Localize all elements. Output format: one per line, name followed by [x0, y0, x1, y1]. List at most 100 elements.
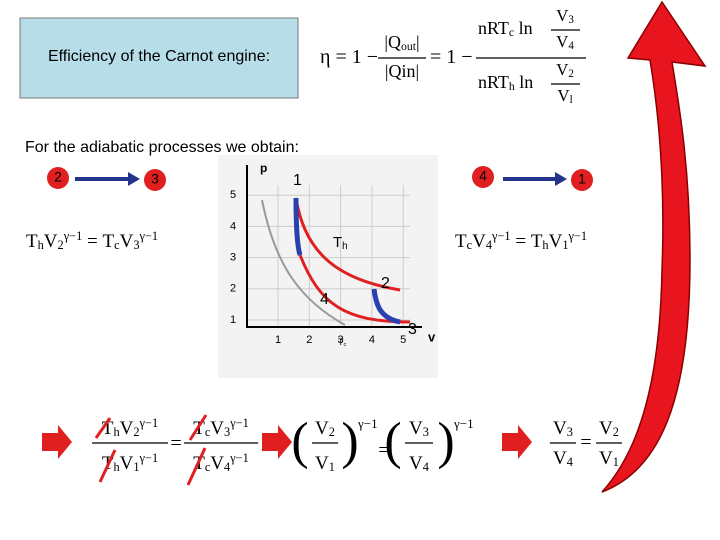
- math-run: TcV4γ−1 = ThV1γ−1: [455, 229, 587, 252]
- math-t: V: [315, 453, 329, 474]
- cold-isotherm: [298, 254, 411, 324]
- math-t: T: [338, 337, 344, 347]
- math-sub: c: [344, 342, 347, 348]
- math-sup: γ−1: [568, 229, 588, 243]
- math-sub: h: [542, 238, 549, 252]
- math-run: nRTh ln: [478, 72, 533, 93]
- math-run: V2: [315, 418, 335, 439]
- math-t: V: [44, 231, 58, 252]
- math-t: T: [333, 234, 342, 251]
- y-tick-label: 3: [230, 252, 236, 264]
- isotherm: [261, 199, 346, 326]
- math-sub: h: [509, 80, 515, 93]
- math-run: Th: [333, 234, 348, 252]
- math-sup: γ−1: [139, 416, 159, 430]
- math-sup: γ−1: [139, 229, 159, 243]
- x-tick-label: 4: [369, 334, 375, 346]
- math-sub: 1: [613, 455, 619, 469]
- math-run: = 1 −: [430, 46, 473, 68]
- adiabat: [293, 197, 303, 256]
- math-t: T: [531, 231, 543, 252]
- math-run: V1: [599, 448, 619, 469]
- state-label: 3: [151, 171, 159, 187]
- math-sub: 2: [329, 425, 335, 439]
- x-tick-label: 1: [275, 334, 281, 346]
- math-t: V: [120, 453, 134, 474]
- math-sup: γ−1: [139, 451, 159, 465]
- adiabat: [371, 288, 401, 325]
- point-label: 4: [320, 291, 329, 308]
- math-sub: c: [467, 238, 473, 252]
- y-tick-label: 5: [230, 189, 236, 201]
- title-box: [19, 17, 299, 99]
- math-t: V: [120, 231, 134, 252]
- math-sup: γ−1: [63, 229, 83, 243]
- math-run: η = 1 −: [320, 46, 378, 68]
- math-t: |Qin|: [385, 61, 419, 81]
- math-sub: 2: [613, 425, 619, 439]
- math-sub: 3: [423, 425, 429, 439]
- math-sub: 3: [568, 14, 574, 26]
- x-tick-label: 2: [306, 334, 312, 346]
- math-run: V1: [315, 453, 335, 474]
- math-sub: 4: [567, 455, 573, 469]
- equals: =: [580, 432, 591, 454]
- math-sup: γ−1: [229, 416, 249, 430]
- math-sub: c: [205, 425, 211, 439]
- state-circle: [144, 169, 166, 191]
- math-run: V2: [556, 60, 574, 80]
- math-run: |Qin|: [385, 61, 419, 81]
- point-label: 3: [408, 321, 417, 338]
- math-run: V2: [599, 418, 619, 439]
- math-run: |Qout|: [384, 32, 419, 53]
- power: γ−1: [453, 416, 474, 431]
- math-t: T: [26, 231, 38, 252]
- state-circle: [472, 166, 494, 188]
- state-label: 1: [578, 171, 586, 187]
- math-t: |Q: [384, 32, 401, 52]
- math-sup: γ−1: [229, 451, 249, 465]
- math-sub: 2: [133, 425, 139, 439]
- math-sub: c: [509, 26, 514, 39]
- y-tick-label: 2: [230, 283, 236, 295]
- y-tick-label: 4: [230, 220, 236, 232]
- state-circle: [571, 169, 593, 191]
- adiabatic-heading: For the adiabatic processes we obtain:: [25, 139, 299, 156]
- math-t: V: [599, 418, 613, 439]
- fraction-bars: [92, 29, 622, 444]
- math-t: V: [472, 231, 486, 252]
- equals: =: [378, 440, 389, 462]
- paren: ): [341, 413, 358, 470]
- arrow-head: [128, 172, 140, 186]
- math-run: ThV2γ−1 = TcV3γ−1: [26, 229, 158, 252]
- math-t: η = 1 −: [320, 46, 378, 68]
- cancel-mark: [186, 447, 207, 486]
- math-run: TcV3γ−1: [193, 416, 249, 439]
- math-t: nRT: [478, 72, 509, 92]
- point-label: 1: [293, 172, 302, 189]
- math-sub: 3: [567, 425, 573, 439]
- state-label: 2: [54, 169, 62, 185]
- math-sub: h: [38, 238, 45, 252]
- math-t: V: [409, 453, 423, 474]
- math-t: |: [416, 32, 420, 52]
- box-title: Efficiency of the Carnot engine:: [48, 48, 270, 65]
- math-sub: 4: [423, 460, 429, 474]
- math-sub: out: [401, 40, 417, 53]
- math-sub: 3: [224, 425, 230, 439]
- paren: (: [384, 413, 401, 470]
- math-t: V: [210, 418, 224, 439]
- equals: =: [170, 433, 181, 455]
- power: γ−1: [357, 416, 378, 431]
- math-run: Tc: [338, 337, 347, 348]
- arrow-head: [555, 172, 567, 186]
- x-tick-label: 5: [400, 334, 406, 346]
- math-run: nRTc ln: [478, 18, 533, 39]
- math-t: V: [556, 60, 569, 79]
- math-sub: 2: [568, 68, 574, 80]
- math-t: ln: [515, 72, 534, 92]
- math-sub: 1: [562, 238, 568, 252]
- math-sub: 3: [133, 238, 139, 252]
